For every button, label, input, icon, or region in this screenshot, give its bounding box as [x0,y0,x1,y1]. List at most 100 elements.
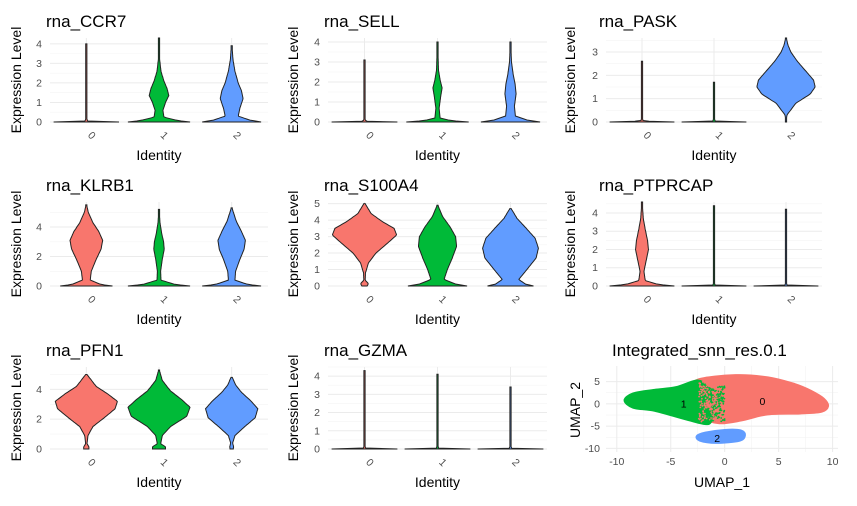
x-tick-label: 10 [827,456,839,468]
umap-point [711,410,714,412]
umap-point [702,394,704,396]
x-tick-label: 1 [436,457,449,470]
umap-point [714,407,717,410]
violin-0 [53,43,120,123]
umap-point [703,408,706,410]
umap-point [719,392,722,395]
violin-1 [681,205,747,287]
violin-2 [480,41,541,123]
umap-point [714,416,716,419]
x-tick-label: 0 [85,294,98,307]
y-tick-label: 4 [592,207,598,219]
y-axis-label: Expression Level [562,27,578,134]
x-tick-label: 2 [230,130,243,143]
umap-point [698,418,701,421]
violin-1 [407,204,468,287]
violin-1 [681,81,747,123]
umap-point [723,409,726,412]
y-tick-label: 4 [314,37,320,49]
violin-2 [204,376,259,450]
umap-point [704,387,707,389]
x-axis-label: Identity [415,474,460,490]
umap-point [720,420,723,423]
x-axis-label: Identity [136,474,181,490]
x-tick-label: 2 [509,294,522,307]
x-tick-label: -10 [609,456,624,468]
y-tick-label: 3 [592,47,598,59]
umap-point [706,380,708,383]
umap-point [703,385,705,388]
umap-point [710,407,712,410]
umap-point [706,404,708,407]
umap-point [719,407,722,410]
umap-panel: 0 1 2 -10 -5 0 5 10 -10 -5 0 5 Integrated_snn_res.0.… [567,341,839,490]
umap-point [699,388,702,391]
umap-point [716,388,719,391]
umap-point [705,383,708,385]
violin-0 [331,203,398,287]
x-tick-label: 2 [230,457,243,470]
umap-point [717,396,719,398]
y-tick-label: 4 [314,371,320,383]
umap-point [710,398,712,400]
violin-panel-rna_CCR7: 0 1 2 3 4 0 1 2 rna_CCR7 Identity Expression Level [8,12,268,163]
panel-title: rna_GZMA [324,341,408,360]
umap-point [703,382,706,384]
umap-point [715,394,718,396]
y-tick-label: 1 [314,425,320,437]
umap-point [710,417,712,419]
umap-point [711,419,714,422]
umap-point [707,388,709,390]
umap-point [711,398,714,400]
umap-point [704,405,707,407]
y-tick-label: 2 [36,77,42,89]
umap-point [712,395,714,398]
cluster-label: 1 [681,398,687,410]
violin-panel-rna_PTPRCAP: 0 1 2 3 4 0 1 2 rna_PTPRCAP Identity Expression Le… [562,176,822,327]
violin-2 [477,386,544,450]
umap-point [708,412,711,415]
umap-point [711,411,714,414]
violin-1 [127,369,191,450]
umap-point [700,401,703,403]
umap-point [721,400,724,402]
umap-point [707,403,710,405]
x-tick-label: 2 [785,294,798,307]
umap-point [708,387,711,389]
x-tick-label: 0 [85,130,98,143]
y-tick-label: -10 [585,443,600,455]
umap-point [712,392,715,395]
umap-point [705,385,708,388]
umap-point [710,394,713,397]
umap-point [712,406,714,409]
violin-2 [202,45,262,123]
umap-point [715,420,718,423]
umap-point [704,415,706,417]
y-axis-label: Expression Level [285,191,301,298]
y-tick-label: 0 [314,117,320,129]
y-tick-label: 3 [314,389,320,401]
violin-0 [331,370,398,450]
panel-title: rna_PTPRCAP [599,176,713,195]
umap-point [722,393,725,396]
y-tick-label: 0 [314,444,320,456]
umap-point [718,399,721,402]
y-tick-label: 2 [592,70,598,82]
y-tick-label: 5 [314,198,320,210]
y-tick-label: 0 [592,117,598,129]
umap-point [720,409,723,412]
violin-2 [753,208,819,287]
y-tick-label: 4 [36,222,42,234]
y-tick-label: 1 [314,97,320,109]
umap-point [720,417,723,419]
umap-point [718,385,721,388]
umap-point [707,393,710,395]
umap-point [721,414,724,416]
x-tick-label: 2 [509,457,522,470]
violin-panel-rna_S100A4: 0 1 2 3 4 5 0 1 2 rna_S100A4 Identity Expression Le… [285,176,547,327]
violin-0 [609,60,675,123]
violin-0 [60,204,113,287]
umap-point [706,420,709,423]
y-tick-label: 4 [314,215,320,227]
umap-point [699,384,701,387]
